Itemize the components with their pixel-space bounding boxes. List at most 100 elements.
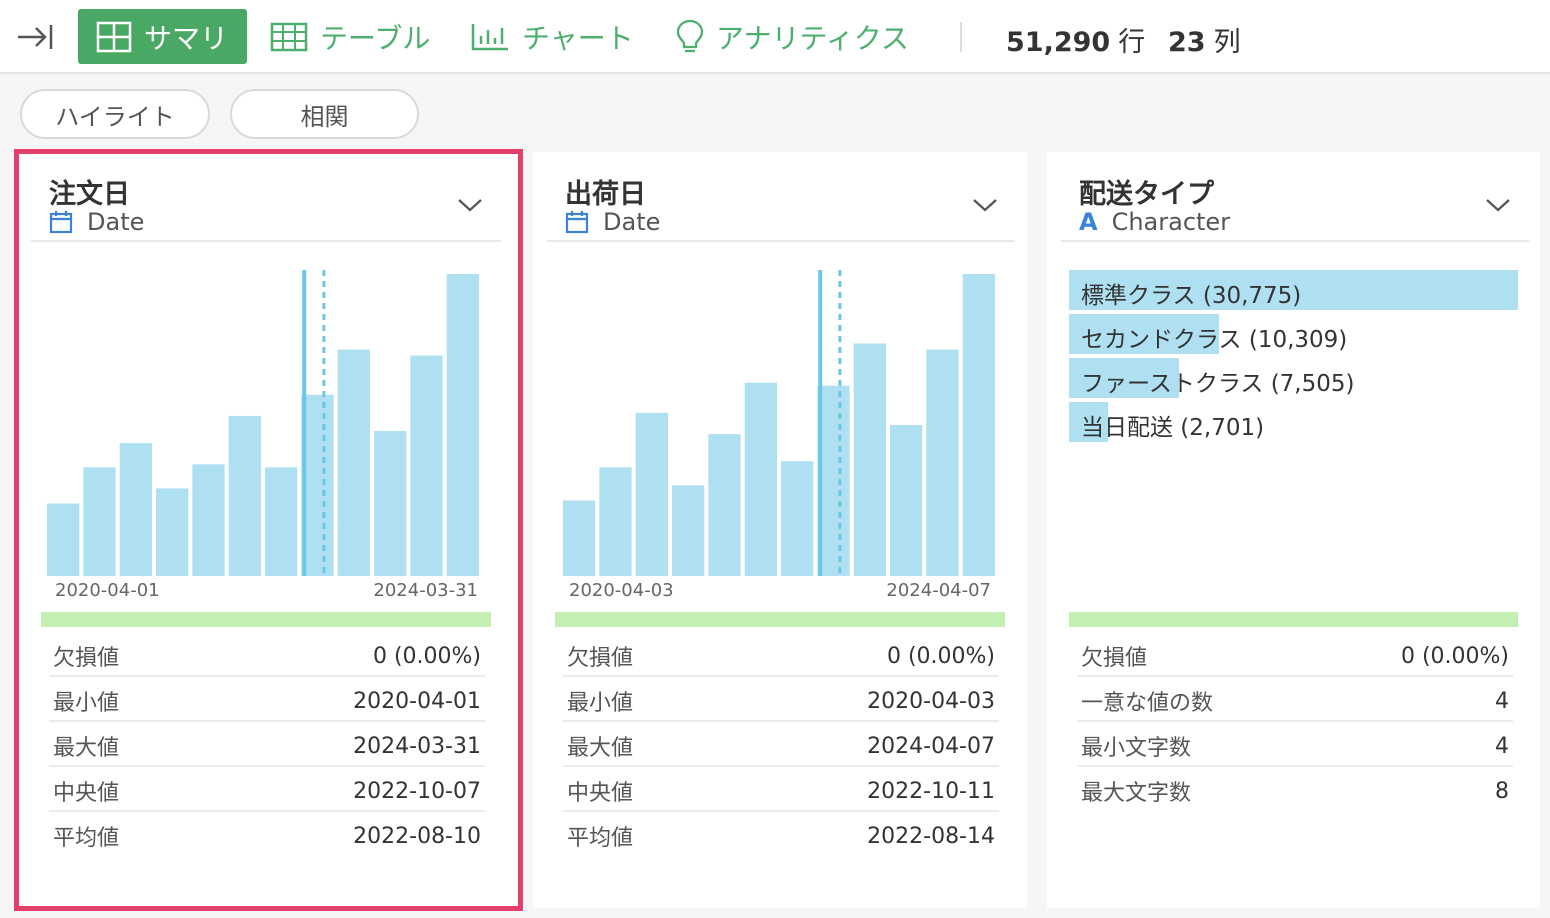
stat-row-median: 中央値 2022-10-11 (563, 767, 999, 812)
stat-value: 2020-04-03 (867, 689, 995, 714)
stat-row-min: 最小値 2020-04-03 (563, 677, 999, 722)
column-title: 出荷日 (565, 179, 646, 210)
column-count-unit: 列 (1213, 27, 1241, 58)
valid-values-bar (555, 612, 1005, 627)
histogram-bar[interactable] (265, 467, 298, 576)
stat-value: 2024-04-07 (867, 734, 995, 759)
histogram-bar[interactable] (410, 355, 443, 577)
histogram-bar[interactable] (744, 382, 777, 576)
tab-summary[interactable]: サマリ (78, 9, 247, 64)
histogram-bar[interactable] (817, 385, 850, 576)
stat-label: 中央値 (567, 781, 634, 806)
column-card-order-date[interactable]: 注文日 Date 2020-04-01 2024-03-31 欠損値 0 (0.0… (14, 149, 523, 911)
category-label: 標準クラス (30,775) (1081, 283, 1302, 309)
stat-row-max-length: 最大文字数 8 (1077, 767, 1513, 812)
date-histogram (563, 270, 995, 577)
histogram-bar[interactable] (635, 412, 668, 576)
expand-sidebar-button[interactable] (14, 18, 56, 56)
stat-label: 欠損値 (567, 646, 634, 671)
tab-summary-label: サマリ (144, 21, 229, 55)
histogram-bar[interactable] (446, 274, 479, 576)
category-fill-bar (1069, 358, 1179, 398)
stat-label: 平均値 (567, 826, 634, 851)
stat-row-min-length: 最小文字数 4 (1077, 722, 1513, 767)
highlight-button[interactable]: ハイライト (20, 89, 210, 139)
category-item[interactable]: セカンドクラス (10,309) (1069, 314, 1518, 354)
stats-table: 欠損値 0 (0.00%) 一意な値の数 4 最小文字数 4 最大文字数 8 (1077, 632, 1513, 812)
stat-row-max: 最大値 2024-03-31 (49, 722, 485, 767)
column-type: Date (565, 208, 660, 236)
stat-label: 最大値 (53, 736, 120, 761)
histogram-bar[interactable] (926, 349, 959, 577)
stat-label: 欠損値 (1081, 646, 1148, 671)
column-type-label: Date (603, 208, 661, 236)
stat-label: 欠損値 (53, 646, 120, 671)
correlation-button-label: 相関 (300, 102, 349, 131)
tab-table[interactable]: テーブル (270, 9, 430, 64)
histogram-min-label: 2020-04-03 (569, 580, 674, 601)
stat-row-unique: 一意な値の数 4 (1077, 677, 1513, 722)
histogram-bar[interactable] (119, 443, 152, 576)
column-type: Date (49, 208, 144, 236)
column-menu-button[interactable] (970, 190, 1000, 220)
histogram-bar[interactable] (890, 425, 923, 576)
column-card-ship-mode[interactable]: 配送タイプ A Character 標準クラス (30,775) セカンドクラス… (1047, 152, 1540, 908)
chevron-down-icon (973, 199, 997, 212)
histogram-bar[interactable] (374, 431, 407, 576)
category-item[interactable]: 当日配送 (2,701) (1069, 402, 1518, 442)
histogram-bar[interactable] (599, 467, 632, 576)
histogram-bar[interactable] (192, 464, 225, 576)
histogram-min-label: 2020-04-01 (55, 580, 160, 601)
chevron-down-icon (1486, 199, 1510, 212)
column-card-ship-date[interactable]: 出荷日 Date 2020-04-03 2024-04-07 欠損値 0 (0.0… (533, 152, 1027, 908)
stat-row-mean: 平均値 2022-08-14 (563, 812, 999, 857)
tab-chart-label: チャート (522, 21, 634, 55)
column-menu-button[interactable] (1483, 190, 1513, 220)
histogram-bar[interactable] (156, 488, 189, 576)
histogram-bar[interactable] (228, 415, 261, 576)
category-item[interactable]: ファーストクラス (7,505) (1069, 358, 1518, 398)
calendar-icon (565, 210, 589, 234)
category-fill-bar (1069, 402, 1109, 442)
stat-value: 2020-04-01 (353, 689, 481, 714)
row-count: 51,290 行 (1006, 20, 1145, 59)
category-fill-bar (1069, 314, 1220, 354)
date-histogram (47, 270, 479, 577)
histogram-bar[interactable] (337, 349, 370, 577)
stat-row-median: 中央値 2022-10-07 (49, 767, 485, 812)
histogram-bar[interactable] (708, 434, 741, 576)
character-a-icon: A (1079, 208, 1098, 236)
histogram-bar[interactable] (83, 467, 116, 576)
stat-value: 2022-10-11 (867, 779, 995, 804)
histogram-bar[interactable] (301, 394, 334, 576)
stat-value: 0 (0.00%) (1400, 644, 1509, 669)
histogram-bar[interactable] (47, 503, 80, 577)
card-header-divider (1061, 240, 1529, 242)
tab-analytics[interactable]: アナリティクス (676, 9, 909, 64)
valid-values-bar (41, 612, 491, 627)
chevron-down-icon (458, 199, 482, 212)
histogram-bar[interactable] (563, 500, 596, 577)
lightbulb-icon (676, 19, 704, 55)
correlation-button[interactable]: 相関 (230, 89, 419, 139)
stat-label: 最大文字数 (1081, 781, 1192, 806)
table-icon (270, 22, 308, 52)
histogram-max-label: 2024-04-07 (886, 580, 991, 601)
histogram-bar[interactable] (672, 485, 705, 576)
tab-chart[interactable]: チャート (470, 9, 634, 64)
stat-value: 2022-10-07 (353, 779, 481, 804)
toolbar: サマリ テーブル チャート (0, 0, 1550, 74)
column-menu-button[interactable] (455, 190, 485, 220)
histogram-bar[interactable] (853, 343, 886, 577)
column-type-label: Date (87, 208, 145, 236)
stat-label: 最小値 (53, 691, 120, 716)
histogram-bar[interactable] (962, 274, 995, 576)
histogram-bar[interactable] (781, 461, 814, 576)
stat-row-mean: 平均値 2022-08-10 (49, 812, 485, 857)
stat-value: 0 (0.00%) (372, 644, 481, 669)
tab-table-label: テーブル (320, 21, 431, 55)
calendar-icon (49, 210, 73, 234)
row-count-value: 51,290 (1006, 27, 1111, 58)
column-title: 注文日 (49, 179, 130, 210)
category-item[interactable]: 標準クラス (30,775) (1069, 270, 1518, 310)
